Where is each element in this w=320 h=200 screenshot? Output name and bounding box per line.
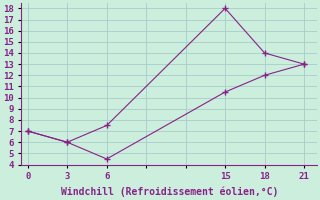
X-axis label: Windchill (Refroidissement éolien,°C): Windchill (Refroidissement éolien,°C) — [60, 187, 278, 197]
